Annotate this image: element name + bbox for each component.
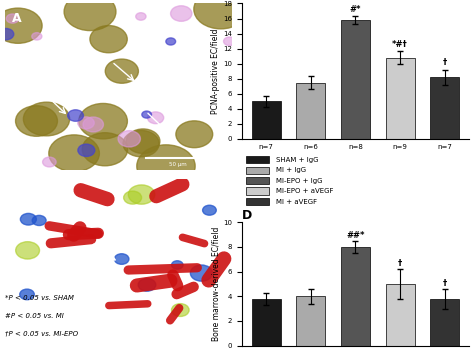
Bar xyxy=(430,299,459,346)
Bar xyxy=(385,58,415,139)
Circle shape xyxy=(90,25,127,53)
Y-axis label: Bone marrow-derived EC/field: Bone marrow-derived EC/field xyxy=(211,227,220,341)
Bar xyxy=(252,299,281,346)
Circle shape xyxy=(43,157,56,167)
Circle shape xyxy=(6,14,19,23)
Bar xyxy=(246,198,269,205)
Text: †P < 0.05 vs. MI-EPO: †P < 0.05 vs. MI-EPO xyxy=(5,330,78,336)
Text: MI-EPO + IgG: MI-EPO + IgG xyxy=(276,178,322,184)
Circle shape xyxy=(83,117,103,132)
Circle shape xyxy=(0,8,42,43)
Circle shape xyxy=(172,261,183,269)
Circle shape xyxy=(114,254,129,264)
Text: †: † xyxy=(443,279,447,288)
Text: †: † xyxy=(398,259,402,268)
Circle shape xyxy=(32,33,42,40)
Circle shape xyxy=(176,121,213,148)
Circle shape xyxy=(126,129,160,154)
Circle shape xyxy=(64,0,116,31)
Bar xyxy=(246,177,269,184)
Circle shape xyxy=(136,13,146,20)
Circle shape xyxy=(23,102,70,136)
Text: B: B xyxy=(242,0,251,3)
Circle shape xyxy=(194,0,248,29)
Bar xyxy=(341,247,370,346)
Circle shape xyxy=(68,110,83,121)
Circle shape xyxy=(171,6,192,21)
Circle shape xyxy=(124,191,142,204)
Circle shape xyxy=(123,131,159,157)
Circle shape xyxy=(105,59,138,83)
Circle shape xyxy=(147,112,164,124)
Circle shape xyxy=(172,304,189,317)
Circle shape xyxy=(138,279,156,291)
Circle shape xyxy=(20,289,34,300)
Text: D: D xyxy=(242,209,252,222)
Text: MI-EPO + aVEGF: MI-EPO + aVEGF xyxy=(276,188,333,194)
Text: SHAM + IgG: SHAM + IgG xyxy=(276,157,318,163)
Text: #*: #* xyxy=(350,5,361,14)
Bar xyxy=(252,101,281,139)
Text: *P < 0.05 vs. SHAM: *P < 0.05 vs. SHAM xyxy=(5,295,73,301)
Bar xyxy=(246,166,269,174)
Circle shape xyxy=(16,242,39,259)
Text: *#†: *#† xyxy=(392,40,408,49)
Circle shape xyxy=(16,106,57,136)
Circle shape xyxy=(0,29,14,40)
Text: MI + aVEGF: MI + aVEGF xyxy=(276,199,317,205)
Circle shape xyxy=(20,213,36,225)
Circle shape xyxy=(137,145,195,187)
Bar xyxy=(296,296,325,346)
Circle shape xyxy=(202,205,216,215)
Text: †: † xyxy=(443,58,447,67)
Text: MI + IgG: MI + IgG xyxy=(276,167,306,173)
Text: C: C xyxy=(11,188,21,201)
Circle shape xyxy=(78,144,95,156)
Circle shape xyxy=(128,185,155,204)
Circle shape xyxy=(49,135,100,172)
Circle shape xyxy=(118,131,140,147)
Text: 50 µm: 50 µm xyxy=(169,162,187,167)
Bar xyxy=(341,20,370,139)
Bar xyxy=(246,187,269,195)
Text: A: A xyxy=(11,12,21,25)
Text: #P < 0.05 vs. MI: #P < 0.05 vs. MI xyxy=(5,313,64,319)
Circle shape xyxy=(79,103,128,139)
Text: ##*: ##* xyxy=(346,231,365,240)
Y-axis label: PCNA-positive EC/field: PCNA-positive EC/field xyxy=(211,29,220,114)
Bar xyxy=(385,284,415,346)
Circle shape xyxy=(142,111,152,118)
Circle shape xyxy=(191,265,212,281)
Circle shape xyxy=(78,117,94,129)
Circle shape xyxy=(82,133,128,166)
Circle shape xyxy=(224,37,236,46)
Circle shape xyxy=(32,215,46,225)
Bar xyxy=(246,156,269,163)
Bar xyxy=(296,82,325,139)
Text: 50 µm: 50 µm xyxy=(169,335,187,340)
Circle shape xyxy=(166,38,176,45)
Bar xyxy=(430,77,459,139)
